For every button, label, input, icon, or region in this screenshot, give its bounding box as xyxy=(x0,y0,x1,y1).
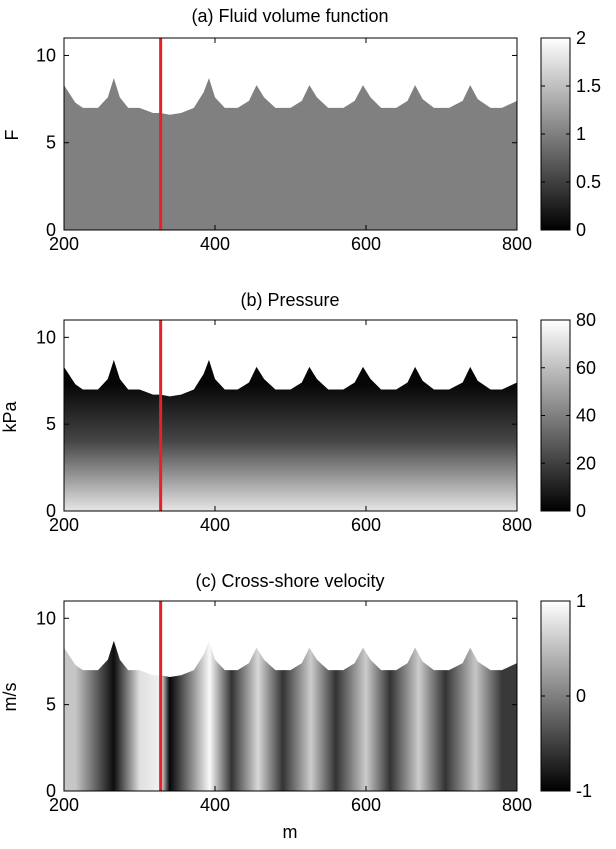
x-tick-label: 800 xyxy=(502,795,532,815)
y-tick-label: 5 xyxy=(46,414,56,434)
y-tick-label: 10 xyxy=(36,608,56,628)
y-tick-label: 0 xyxy=(46,501,56,521)
y-tick-label: 5 xyxy=(46,133,56,153)
axes-frame xyxy=(63,319,518,512)
panel-title: (b) Pressure xyxy=(240,290,339,310)
x-tick-label: 600 xyxy=(351,515,381,535)
y-tick-label: 0 xyxy=(46,220,56,240)
colorbar-tick-label: 20 xyxy=(576,453,596,473)
x-tick-label: 400 xyxy=(200,234,230,254)
colorbar-tick-label: 1 xyxy=(576,591,586,611)
colorbar-tick-label: 80 xyxy=(576,310,596,330)
x-axis-label: m xyxy=(283,822,298,842)
x-tick-label: 800 xyxy=(502,515,532,535)
y-axis-label: kPa xyxy=(0,401,20,433)
x-tick-label: 600 xyxy=(351,795,381,815)
y-axis-label: F xyxy=(2,130,22,141)
colorbar-tick-label: 40 xyxy=(576,406,596,426)
colorbar xyxy=(540,319,571,512)
y-axis-label: m/s xyxy=(0,683,20,712)
colorbar xyxy=(540,37,571,231)
x-tick-label: 200 xyxy=(49,234,79,254)
colorbar-tick-label: 1.5 xyxy=(576,76,601,96)
y-tick-label: 5 xyxy=(46,695,56,715)
colorbar-tick-label: 1 xyxy=(576,124,586,144)
y-tick-label: 0 xyxy=(46,781,56,801)
panel-title: (c) Cross-shore velocity xyxy=(195,571,384,591)
x-tick-label: 400 xyxy=(200,795,230,815)
y-tick-label: 10 xyxy=(36,327,56,347)
colorbar xyxy=(540,600,571,792)
x-tick-label: 400 xyxy=(200,515,230,535)
x-tick-label: 200 xyxy=(49,795,79,815)
colorbar-tick-label: 60 xyxy=(576,358,596,378)
panel-pressure: (b) Pressure kPa 200 400 600 800 0 5 10 0 20 40 60… xyxy=(0,290,596,535)
x-tick-label: 200 xyxy=(49,515,79,535)
colorbar-tick-label: 0.5 xyxy=(576,172,601,192)
colorbar-tick-label: 0 xyxy=(576,686,586,706)
colorbar-tick-label: 0 xyxy=(576,501,586,521)
panel-fluid-volume: (a) Fluid volume function F 200 400 600 800… xyxy=(2,6,601,254)
x-tick-label: 600 xyxy=(351,234,381,254)
panel-cross-shore-velocity: (c) Cross-shore velocity m/s 200 400 600 80… xyxy=(0,571,592,815)
axes-frame xyxy=(63,37,518,231)
axes-frame xyxy=(63,600,518,792)
y-tick-label: 10 xyxy=(36,45,56,65)
x-tick-label: 800 xyxy=(502,234,532,254)
colorbar-tick-label: -1 xyxy=(576,781,592,801)
panel-title: (a) Fluid volume function xyxy=(191,6,388,26)
colorbar-tick-label: 0 xyxy=(576,220,586,240)
colorbar-tick-label: 2 xyxy=(576,28,586,48)
